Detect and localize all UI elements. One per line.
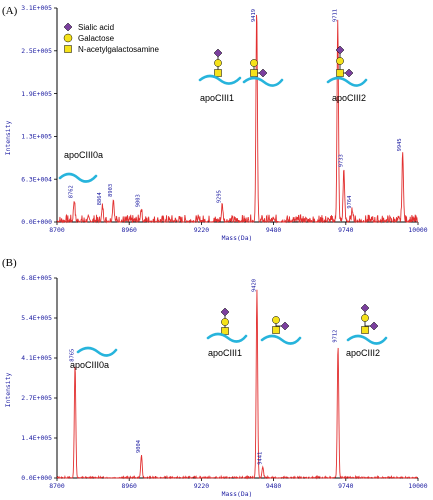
panel-a-y-tick-label: 1.9E+005 xyxy=(21,90,52,98)
panel-a-label-apociii1: apoCIII1 xyxy=(200,93,234,103)
panel-b-y-tick-label: 5.4E+005 xyxy=(21,314,52,322)
panel-a-protein-chain-1a-icon xyxy=(198,74,242,85)
panel-a-protein-chain-2-icon xyxy=(326,76,368,87)
panel-b-glycan-branched-icon xyxy=(272,316,290,334)
panel-b-x-tick-label: 8960 xyxy=(122,482,138,490)
panel-a-x-tick-label: 9740 xyxy=(338,226,354,234)
legend-sialic-acid: Sialic acid xyxy=(78,23,114,32)
panel-b-peak-label: 9441 xyxy=(257,452,263,465)
panel-b-protein-chain-0a-icon xyxy=(76,346,118,357)
legend-n-acetylgalactosamine: N-acetylgalactosamine xyxy=(78,45,159,54)
panel-a-x-tick-label: 9220 xyxy=(194,226,210,234)
panel-a-x-tick-label: 10000 xyxy=(408,226,427,234)
panel-b-label-apociii2: apoCIII2 xyxy=(346,348,380,358)
panel-a-x-tick-label: 9480 xyxy=(266,226,282,234)
panel-a-protein-chain-0a-icon xyxy=(58,172,98,183)
panel-a: (A) Intensity Mass(Da) 0.0E+000 6.3E+004 1… xyxy=(2,4,428,242)
panel-a-x-axis-label: Mass(Da) xyxy=(222,234,253,242)
panel-a-spectrum-trace xyxy=(56,14,418,224)
panel-b-peak-labels: 8765 9004 9420 9441 9712 xyxy=(70,279,339,465)
panel-b-glycan-disialylated-icon xyxy=(360,303,379,334)
panel-a-peak-label: 9419 xyxy=(251,9,257,22)
panel-b-x-tick-label: 8700 xyxy=(49,482,65,490)
panel-b-y-tick-label: 0.0E+000 xyxy=(21,474,52,482)
panel-a-y-ticks: 0.0E+000 6.3E+004 1.3E+005 1.9E+005 2.5E+005… xyxy=(21,4,57,226)
panel-b-protein-chain-1b-icon xyxy=(260,334,302,345)
panel-a-peak-label: 9711 xyxy=(332,9,338,22)
panel-b-y-ticks: 0.0E+000 1.4E+005 2.7E+005 4.1E+005 5.4E+005… xyxy=(21,274,57,482)
panel-b-glycan-linear-icon xyxy=(220,307,230,335)
panel-a-y-tick-label: 6.3E+004 xyxy=(21,175,52,183)
panel-b-peak-label: 9004 xyxy=(136,440,142,453)
panel-a-y-tick-label: 2.5E+005 xyxy=(21,47,52,55)
panel-a-peak-labels: 8762 8864 8903 9003 9295 9419 9711 9733 9764 9945 xyxy=(69,9,404,209)
panel-b-y-tick-label: 2.7E+005 xyxy=(21,394,52,402)
panel-a-x-ticks: 8700 8960 9220 9480 9740 10000 xyxy=(49,222,428,234)
panel-a-x-tick-label: 8700 xyxy=(49,226,65,234)
panel-a-x-tick-label: 8960 xyxy=(122,226,138,234)
panel-b-y-tick-label: 4.1E+005 xyxy=(21,354,52,362)
panel-b-protein-chain-2-icon xyxy=(346,334,388,345)
panel-b-label-apociii0a: apoCIII0a xyxy=(70,360,109,370)
panel-b-x-tick-label: 9220 xyxy=(194,482,210,490)
panel-a-peak-label: 9733 xyxy=(338,154,344,167)
panel-b-peak-label: 9712 xyxy=(333,330,339,343)
panel-a-peak-label: 9945 xyxy=(397,138,403,151)
panel-b-peak-label: 9420 xyxy=(251,279,257,292)
panel-a-peak-label: 8903 xyxy=(108,184,114,197)
panel-a-peak-label: 9295 xyxy=(217,190,223,203)
legend-galactose: Galactose xyxy=(78,34,115,43)
panel-b-protein-chain-1a-icon xyxy=(206,332,248,343)
panel-b-label: (B) xyxy=(2,257,17,269)
panel-a-glycan-branched-icon xyxy=(250,59,268,78)
panel-b-x-tick-label: 10000 xyxy=(408,482,427,490)
panel-b-x-tick-label: 9480 xyxy=(266,482,282,490)
panel-b-x-tick-label: 9740 xyxy=(338,482,354,490)
n-acetylgalactosamine-square-icon xyxy=(64,45,72,53)
galactose-circle-icon xyxy=(63,33,73,43)
legend: Sialic acid Galactose N-acetylgalactosam… xyxy=(63,22,159,54)
panel-a-y-axis-label: Intensity xyxy=(4,121,12,156)
panel-b-x-ticks: 8700 8960 9220 9480 9740 10000 xyxy=(49,478,428,490)
panel-a-label-apociii0a: apoCIII0a xyxy=(64,150,103,160)
panel-a-peak-label: 8762 xyxy=(69,185,75,198)
panel-b-y-tick-label: 1.4E+005 xyxy=(21,434,52,442)
panel-a-peak-label: 9003 xyxy=(136,194,142,207)
panel-a-label-apociii2: apoCIII2 xyxy=(332,93,366,103)
panel-b: (B) Intensity Mass(Da) 0.0E+000 1.4E+005 2… xyxy=(2,257,428,498)
panel-a-peak-label: 9764 xyxy=(347,196,353,209)
panel-a-glycan-disialylated-icon xyxy=(335,45,354,78)
panel-b-peak-label: 8765 xyxy=(70,349,76,362)
panel-a-label: (A) xyxy=(2,5,18,17)
sialic-acid-diamond-icon xyxy=(63,22,73,32)
panel-a-y-tick-label: 3.1E+005 xyxy=(21,4,52,12)
panel-a-peak-label: 8864 xyxy=(97,192,103,205)
panel-a-y-tick-label: 1.3E+005 xyxy=(21,133,52,141)
panel-a-glycan-linear-icon xyxy=(213,48,223,77)
panel-b-label-apociii1: apoCIII1 xyxy=(208,348,242,358)
panel-b-y-axis-label: Intensity xyxy=(4,373,12,408)
panel-b-y-tick-label: 6.8E+005 xyxy=(21,274,52,282)
panel-b-spectrum-trace xyxy=(56,289,419,480)
panel-a-y-tick-label: 0.0E+000 xyxy=(21,218,52,226)
panel-a-protein-chain-1b-icon xyxy=(242,76,284,87)
panel-b-x-axis-label: Mass(Da) xyxy=(222,490,253,498)
